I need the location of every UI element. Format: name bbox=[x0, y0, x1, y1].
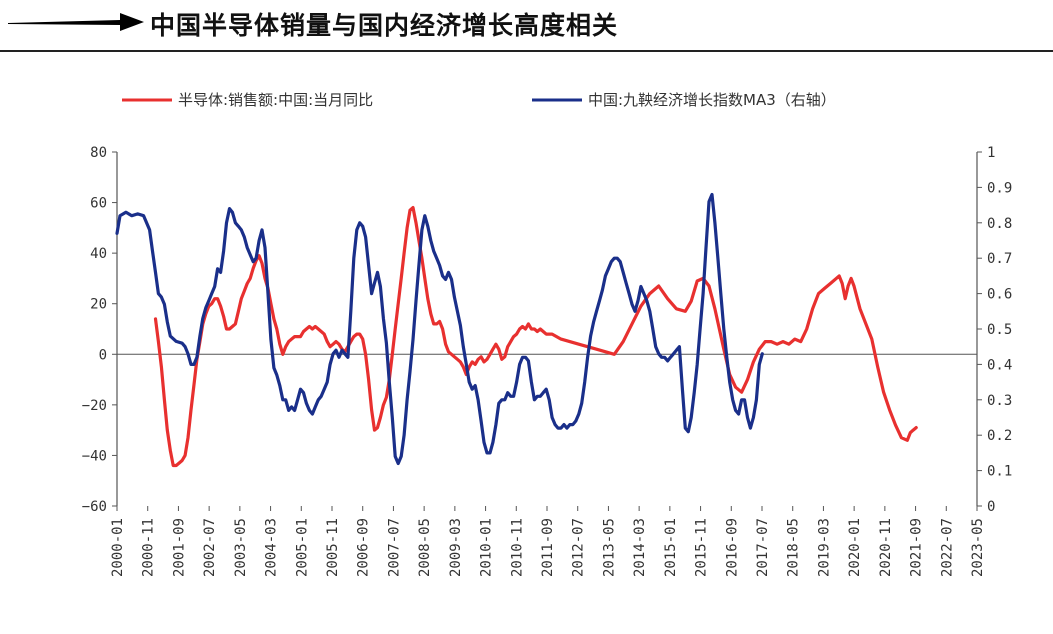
y-left-tick-label: −60 bbox=[82, 499, 107, 515]
x-tick-label: 2010-01 bbox=[479, 518, 495, 577]
x-tick-label: 2023-05 bbox=[970, 518, 986, 577]
y-left-tick-label: 20 bbox=[90, 297, 107, 313]
y-left-tick-label: 80 bbox=[90, 145, 107, 161]
y-right-tick-label: 0.6 bbox=[987, 287, 1012, 303]
title-divider bbox=[0, 50, 1053, 52]
x-tick-label: 2022-07 bbox=[939, 518, 955, 577]
y-right-tick-label: 0.2 bbox=[987, 428, 1012, 444]
arrow-icon bbox=[8, 13, 144, 31]
x-tick-label: 2013-05 bbox=[601, 518, 617, 577]
x-tick-label: 2015-01 bbox=[663, 518, 679, 577]
legend: 半导体:销售额:中国:当月同比 中国:九鞅经济增长指数MA3（右轴） bbox=[122, 91, 836, 109]
x-tick-label: 2010-11 bbox=[509, 518, 525, 577]
x-tick-label: 2007-07 bbox=[386, 518, 402, 577]
y-left-tick-label: 40 bbox=[90, 246, 107, 262]
x-tick-label: 2016-09 bbox=[724, 518, 740, 577]
y-left-tick-label: 60 bbox=[90, 196, 107, 212]
x-tick-label: 2014-03 bbox=[632, 518, 648, 577]
x-tick-label: 2002-07 bbox=[202, 518, 218, 577]
y-right-tick-label: 1 bbox=[987, 145, 995, 161]
x-tick-label: 2000-01 bbox=[110, 518, 126, 577]
y-right-tick-label: 0.3 bbox=[987, 393, 1012, 409]
y-right-tick-label: 0.8 bbox=[987, 216, 1012, 232]
legend-label-semiconductor: 半导体:销售额:中国:当月同比 bbox=[178, 91, 373, 109]
y-right-tick-label: 0.7 bbox=[987, 251, 1012, 267]
axes: 80 60 40 20 0 −20 −40 −60 1 0.9 0.8 0.7 0.6 0.5 0.4 0.3… bbox=[82, 145, 1013, 577]
x-tick-label: 2008-05 bbox=[417, 518, 433, 577]
y-left-tick-label: 0 bbox=[99, 347, 107, 363]
x-tick-label: 2000-11 bbox=[141, 518, 157, 577]
y-right-tick-label: 0 bbox=[987, 499, 995, 515]
series-line-economy bbox=[115, 192, 764, 466]
x-tick-label: 2005-01 bbox=[294, 518, 310, 577]
y-right-tick-label: 0.1 bbox=[987, 464, 1012, 480]
header: 中国半导体销量与国内经济增长高度相关 bbox=[0, 0, 1053, 52]
legend-label-economy: 中国:九鞅经济增长指数MA3（右轴） bbox=[588, 91, 836, 109]
y-left-tick-label: −40 bbox=[82, 448, 107, 464]
x-tick-label: 2020-01 bbox=[847, 518, 863, 577]
x-tick-label: 2021-09 bbox=[909, 518, 925, 577]
series-line-semiconductor bbox=[153, 206, 918, 468]
y-right-tick-label: 0.5 bbox=[987, 322, 1012, 338]
x-tick-label: 2011-09 bbox=[540, 518, 556, 577]
x-tick-label: 2006-09 bbox=[356, 518, 372, 577]
x-tick-label: 2001-09 bbox=[171, 518, 187, 577]
y-right-tick-label: 0.4 bbox=[987, 357, 1012, 373]
x-tick-label: 2015-11 bbox=[694, 518, 710, 577]
y-right-tick-label: 0.9 bbox=[987, 180, 1012, 196]
x-tick-label: 2005-11 bbox=[325, 518, 341, 577]
x-tick-label: 2020-11 bbox=[878, 518, 894, 577]
x-tick-label: 2004-03 bbox=[264, 518, 280, 577]
x-tick-label: 2017-07 bbox=[755, 518, 771, 577]
y-left-tick-label: −20 bbox=[82, 398, 107, 414]
x-tick-label: 2019-03 bbox=[816, 518, 832, 577]
x-tick-label: 2012-07 bbox=[571, 518, 587, 577]
series-layer bbox=[115, 192, 918, 468]
page-title: 中国半导体销量与国内经济增长高度相关 bbox=[150, 11, 619, 40]
x-tick-label: 2018-05 bbox=[786, 518, 802, 577]
x-tick-label: 2003-05 bbox=[233, 518, 249, 577]
x-tick-label: 2009-03 bbox=[448, 518, 464, 577]
